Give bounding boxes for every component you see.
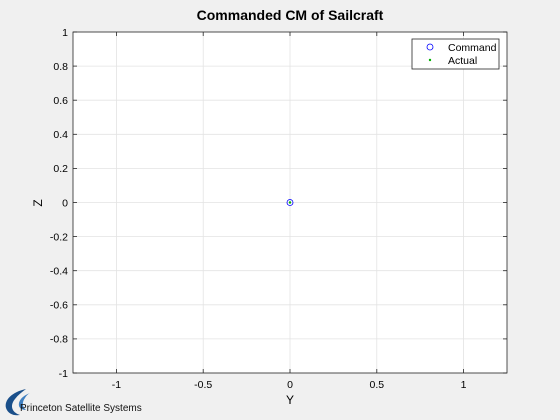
y-tick-label: 0.6 [53, 95, 68, 107]
chart-title: Commanded CM of Sailcraft [197, 7, 384, 23]
y-tick-label: 1 [62, 27, 68, 39]
x-tick-label: -1 [112, 379, 121, 391]
x-tick-label: -0.5 [194, 379, 212, 391]
x-tick-label: 1 [461, 379, 467, 391]
legend-marker-actual [428, 58, 432, 62]
tick-marks [73, 31, 507, 374]
princeton-satellite-systems-logo: Princeton Satellite Systems [5, 389, 142, 416]
x-tick-label: 0 [287, 379, 293, 391]
y-tick-label: -0.2 [50, 231, 68, 243]
x-axis-label: Y [286, 393, 294, 407]
y-tick-label: -1 [59, 368, 68, 380]
legend-label-command: Command [448, 42, 497, 54]
y-tick-label: 0.2 [53, 163, 68, 175]
legend-box [411, 38, 500, 70]
y-tick-label: 0.8 [53, 61, 68, 73]
logo-text: Princeton Satellite Systems [20, 403, 142, 414]
legend-label-actual: Actual [448, 55, 477, 67]
logo-swoosh-inner-icon [18, 393, 30, 410]
y-tick-labels: 1 0.8 0.6 0.4 0.2 0 -0.2 -0.4 -0.6 -0.8 -1 [50, 27, 68, 380]
x-tick-labels: -1 -0.5 0 0.5 1 [112, 379, 467, 391]
legend[interactable]: Command Actual [411, 38, 500, 70]
y-tick-label: -0.8 [50, 334, 68, 346]
legend-marker-command [426, 43, 434, 51]
command-point [286, 199, 294, 206]
y-tick-label: 0.4 [53, 129, 68, 141]
data-marks [286, 199, 294, 206]
y-tick-label: -0.4 [50, 266, 68, 278]
x-tick-label: 0.5 [369, 379, 384, 391]
y-axis-label: Z [31, 199, 45, 206]
actual-point [288, 201, 292, 204]
y-tick-label: 0 [62, 197, 68, 209]
logo-swoosh-icon [5, 389, 26, 416]
axes-box [72, 31, 508, 374]
y-tick-label: -0.6 [50, 300, 68, 312]
plot-axes[interactable]: -1 -0.5 0 0.5 1 1 0.8 0.6 0.4 0.2 0 -0.2 -0.4 -0.6 -0… [50, 27, 508, 391]
